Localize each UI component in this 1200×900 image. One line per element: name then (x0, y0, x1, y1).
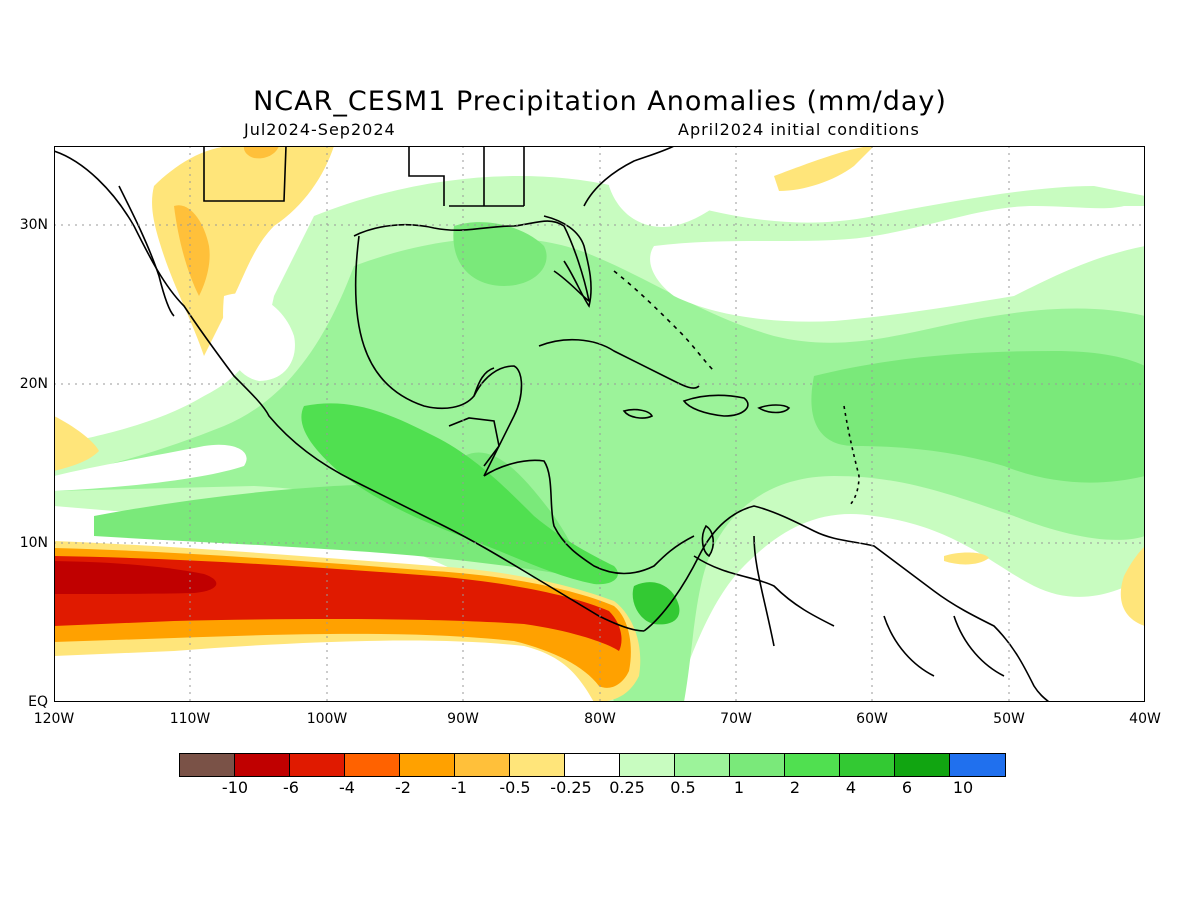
colorbar-swatch (510, 754, 565, 776)
x-label-40w: 40W (1129, 711, 1161, 727)
colorbar-label: 6 (901, 778, 913, 797)
border-us-states (408, 146, 525, 207)
dry-region-atlantic-small (944, 552, 989, 565)
near-zero-region-epac-west (54, 444, 247, 491)
colorbar-swatch (950, 754, 1005, 776)
x-label-80w: 80W (584, 711, 616, 727)
colorbar-swatch (785, 754, 840, 776)
colorbar-swatch (180, 754, 235, 776)
dry-region-brazil-east (1120, 546, 1145, 626)
wet-strong-region-central-america (301, 403, 618, 585)
colorbar-swatch (840, 754, 895, 776)
colorbar-swatch (620, 754, 675, 776)
x-label-120w: 120W (33, 711, 75, 727)
coast-puerto-rico (757, 404, 791, 414)
y-label-eq: EQ (28, 694, 48, 710)
coast-us-east (583, 146, 675, 207)
season-label: Jul2024-Sep2024 (244, 120, 396, 139)
initial-conditions-label: April2024 initial conditions (678, 120, 920, 139)
colorbar-label: -10 (221, 778, 249, 797)
map-title: NCAR_CESM1 Precipitation Anomalies (mm/d… (253, 86, 947, 117)
colorbar-label: -6 (283, 778, 299, 797)
colorbar-label: 0.5 (670, 778, 696, 797)
border-guatemala (448, 417, 500, 467)
coast-gulf-west (354, 235, 495, 410)
coast-lesser-antilles (843, 405, 860, 507)
colorbar-swatch (345, 754, 400, 776)
coast-bahamas (613, 270, 715, 372)
precipitation-anomaly-map (54, 146, 1145, 702)
colorbar-label: 0.25 (609, 778, 645, 797)
colorbar-label: 1 (733, 778, 745, 797)
colorbar-label: 10 (952, 778, 974, 797)
colorbar-label: -1 (451, 778, 467, 797)
near-zero-region-venezuela (774, 640, 888, 692)
colorbar-label: -2 (395, 778, 411, 797)
coast-hispaniola (682, 394, 749, 417)
coastline-overlay (54, 146, 1145, 702)
colorbar-label: -0.5 (499, 778, 531, 797)
x-label-70w: 70W (720, 711, 752, 727)
dry-region-atlantic-ne (774, 146, 874, 191)
y-label-20n: 20N (19, 376, 48, 392)
coast-yucatan (473, 365, 523, 477)
coast-venezuela-lake (701, 524, 715, 558)
border-us-mexico (203, 146, 287, 202)
near-zero-region-atlantic (650, 206, 1145, 322)
coast-south-america (643, 505, 1050, 702)
colorbar-swatch (565, 754, 620, 776)
x-label-50w: 50W (993, 711, 1025, 727)
wet-strong-region-colombia (632, 582, 680, 625)
near-zero-region-mexico-pac (223, 293, 295, 381)
border-south-america-interior (693, 535, 1005, 677)
colorbar-label: 4 (845, 778, 857, 797)
x-label-60w: 60W (856, 711, 888, 727)
coast-gulf-of-mexico (353, 220, 591, 303)
dry-region-us-north (243, 146, 279, 159)
near-zero-region-gulf-east (609, 146, 754, 227)
colorbar-label: -0.25 (550, 778, 592, 797)
colorbar-swatch (400, 754, 455, 776)
wet-strong-region-gulf (453, 222, 547, 286)
colorbar-label: -4 (339, 778, 355, 797)
colorbar-swatch (235, 754, 290, 776)
coast-central-america-east (483, 459, 695, 575)
coast-west-mexico (54, 150, 645, 632)
coast-cuba (538, 338, 700, 389)
colorbar-swatch (455, 754, 510, 776)
colorbar-swatch (675, 754, 730, 776)
coast-florida (543, 215, 592, 308)
dry-region-baja (174, 205, 210, 296)
graticule (54, 146, 1145, 702)
colorbar-swatch (730, 754, 785, 776)
colorbar (179, 753, 1006, 777)
dry-region-epac-dark (54, 561, 217, 594)
y-label-10n: 10N (19, 535, 48, 551)
coast-jamaica (622, 408, 654, 419)
x-label-110w: 110W (169, 711, 211, 727)
colorbar-swatch (290, 754, 345, 776)
x-label-90w: 90W (447, 711, 479, 727)
y-label-30n: 30N (19, 217, 48, 233)
dry-region-southwest-us (152, 146, 334, 356)
dry-region-west (54, 416, 99, 471)
coast-baja (118, 185, 175, 317)
x-label-100w: 100W (306, 711, 348, 727)
colorbar-label: 2 (789, 778, 801, 797)
colorbar-swatch (895, 754, 950, 776)
